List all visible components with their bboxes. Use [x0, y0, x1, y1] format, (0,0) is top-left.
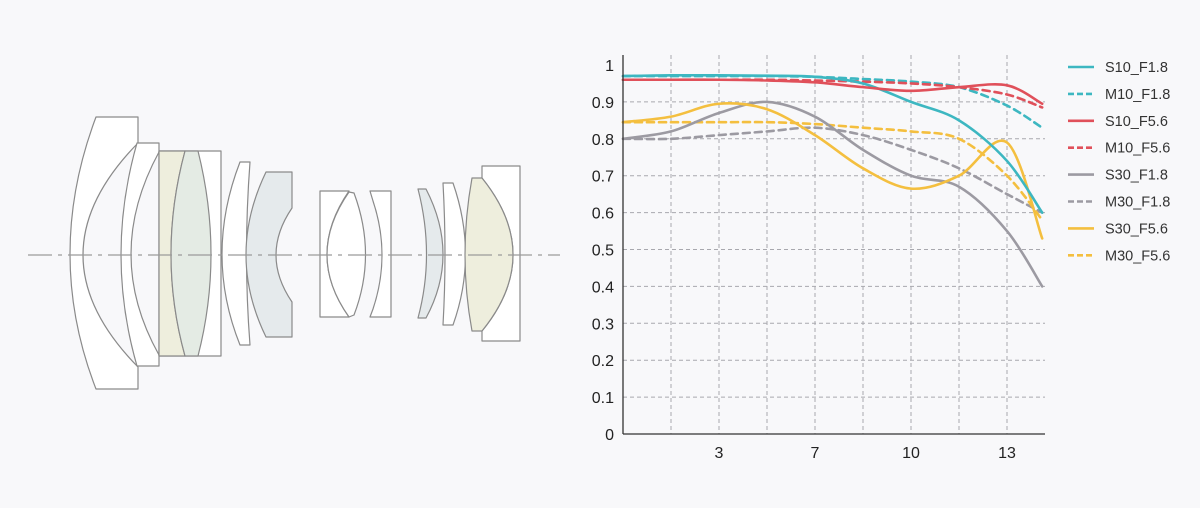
series-line-m30-f1-8 [621, 126, 1044, 214]
legend-item: M10_F1.8 [1068, 87, 1170, 103]
lens-construction-diagram [28, 116, 560, 390]
x-tick-label: 10 [902, 445, 920, 462]
series-line-s10-f1-8 [621, 73, 1044, 214]
series-line-s10-f5-6 [621, 78, 1044, 106]
y-tick-label: 0.1 [592, 390, 614, 407]
legend-item: M30_F5.6 [1068, 248, 1170, 264]
legend-item: S10_F5.6 [1068, 114, 1168, 130]
lens-element-7 [369, 190, 392, 318]
legend: S10_F1.8 M10_F1.8 S10_F5.6 M10_F5.6 S30_F1.8… [1068, 60, 1170, 264]
legend-label: M10_F5.6 [1105, 141, 1170, 157]
x-axis-ticks: 3 7 10 13 [715, 445, 1016, 462]
legend-item: S10_F1.8 [1068, 60, 1168, 76]
lens-element-3-biconvex [170, 150, 212, 357]
lens-element-4 [221, 161, 251, 346]
lens-element-6-biconvex [326, 191, 367, 318]
y-tick-label: 1 [605, 58, 614, 75]
lens-element-9 [442, 182, 467, 326]
legend-label: S10_F5.6 [1105, 114, 1168, 130]
legend-label: S10_F1.8 [1105, 60, 1168, 76]
x-tick-label: 7 [811, 445, 820, 462]
y-tick-label: 0.4 [592, 279, 614, 296]
legend-label: M30_F1.8 [1105, 195, 1170, 211]
x-tick-label: 13 [998, 445, 1016, 462]
y-tick-label: 0 [605, 427, 614, 444]
legend-item: S30_F1.8 [1068, 168, 1168, 184]
legend-label: M10_F1.8 [1105, 87, 1170, 103]
lens-element-8 [417, 188, 444, 319]
y-tick-label: 0.6 [592, 206, 614, 223]
y-tick-label: 0.9 [592, 95, 614, 112]
legend-item: M10_F5.6 [1068, 141, 1170, 157]
series-lines [621, 73, 1044, 288]
y-tick-label: 0.2 [592, 353, 614, 370]
legend-label: S30_F1.8 [1105, 168, 1168, 184]
legend-item: M30_F1.8 [1068, 195, 1170, 211]
legend-label: S30_F5.6 [1105, 221, 1168, 237]
y-tick-label: 0.7 [592, 169, 614, 186]
x-tick-label: 3 [715, 445, 724, 462]
y-tick-label: 0.5 [592, 243, 614, 260]
series-line-s30-f1-8 [621, 100, 1044, 288]
grid [623, 55, 1045, 434]
series-line-s30-f5-6 [621, 102, 1044, 240]
y-axis-ticks: 0 0.1 0.2 0.3 0.4 0.5 0.6 0.7 0.8 0.9 1 [592, 58, 614, 444]
lens-element-1 [69, 116, 139, 390]
y-tick-label: 0.3 [592, 316, 614, 333]
legend-item: S30_F5.6 [1068, 221, 1168, 237]
y-tick-label: 0.8 [592, 132, 614, 149]
legend-label: M30_F5.6 [1105, 248, 1170, 264]
lens-element-2 [120, 142, 160, 367]
